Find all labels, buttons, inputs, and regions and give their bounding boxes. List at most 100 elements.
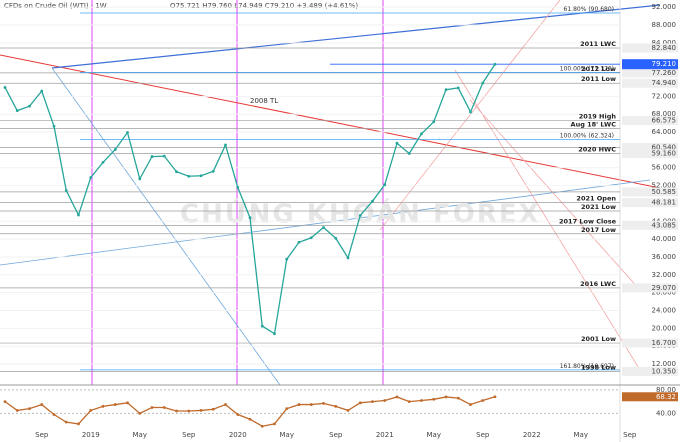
data-point: [383, 399, 387, 402]
data-point: [371, 199, 374, 203]
data-point: [162, 406, 166, 409]
level-label: 48.181: [652, 199, 677, 207]
data-point: [469, 403, 472, 406]
level-label: 10.350: [652, 367, 677, 375]
data-point: [64, 420, 68, 424]
level-name: Aug 18' LWC: [571, 120, 617, 128]
data-point: [199, 409, 203, 412]
level-label: 59.160: [652, 150, 677, 158]
data-point: [199, 174, 203, 178]
x-tick-label: Sep: [35, 431, 49, 439]
data-point: [260, 424, 264, 428]
data-point: [138, 177, 142, 181]
level-badge: [622, 43, 678, 53]
data-point: [248, 417, 252, 421]
data-point: [28, 407, 31, 411]
data-point: [456, 86, 460, 90]
y-tick-label: 20.000: [652, 324, 677, 332]
data-point: [40, 89, 44, 93]
y-tick-label: 56.000: [652, 164, 677, 172]
level-name: 2001 Low: [581, 335, 616, 343]
level-badge: [622, 366, 678, 376]
data-point: [236, 185, 240, 189]
y-tick-label: 64.000: [652, 128, 677, 136]
data-point: [150, 155, 154, 158]
level-label: 82.840: [652, 44, 677, 52]
data-point: [236, 413, 240, 416]
data-point: [15, 109, 19, 113]
level-label: 50.585: [652, 188, 677, 196]
data-point: [64, 189, 68, 192]
level-badge: [622, 220, 678, 230]
x-tick-label: 2019: [82, 431, 100, 439]
data-point: [432, 120, 436, 124]
data-point: [248, 216, 252, 220]
data-point: [224, 403, 227, 406]
data-point: [444, 88, 448, 92]
level-label: 77.260: [652, 69, 677, 77]
y-tick-label: 68.000: [652, 110, 677, 118]
x-tick-label: Sep: [182, 431, 196, 439]
data-point: [150, 406, 154, 409]
level-label: 43.085: [652, 221, 677, 229]
data-point: [113, 148, 117, 151]
x-tick-label: 2022: [523, 431, 541, 439]
x-tick-label: May: [133, 431, 147, 439]
chart-title: CFDs on Crude Oil (WTI) · 1W: [4, 2, 107, 10]
data-point: [101, 160, 105, 164]
data-point: [175, 170, 178, 174]
data-point: [407, 152, 411, 155]
fib-label: 61.80% (90.680): [564, 6, 614, 13]
rsi-value-label: 68.32: [656, 393, 676, 401]
data-point: [162, 154, 166, 158]
data-point: [3, 86, 7, 89]
level-badge: [622, 68, 678, 78]
data-point: [358, 401, 362, 405]
fib-label: 100.00% (62.324): [560, 133, 614, 140]
data-point: [15, 409, 19, 412]
last-price-badge: [622, 59, 678, 70]
level-badge: [622, 78, 678, 88]
level-name: 1998 Low: [581, 363, 616, 371]
last-price-label: 79.210: [652, 60, 677, 68]
x-tick-label: Sep: [623, 431, 637, 439]
data-point: [334, 404, 338, 408]
y-tick-label: 24.000: [652, 306, 677, 314]
x-tick-label: 2021: [376, 431, 394, 439]
data-point: [77, 422, 80, 426]
level-label: 66.575: [652, 117, 677, 125]
data-point: [358, 214, 362, 217]
level-name: 2020 HWC: [578, 146, 616, 154]
fib-label: 161.80% (10.697): [560, 363, 614, 370]
data-point: [346, 409, 350, 412]
y-tick-label: 12.000: [652, 360, 677, 368]
data-point: [175, 409, 178, 413]
rsi-tick-label: 40.00: [656, 409, 676, 417]
y-tick-label: 36.000: [652, 253, 677, 261]
data-point: [285, 257, 289, 261]
data-point: [89, 409, 93, 412]
data-point: [138, 411, 142, 415]
y-tick-label: 92.000: [652, 3, 677, 11]
x-tick-label: May: [427, 431, 441, 439]
data-point: [469, 110, 472, 114]
annotation: 2008 TL: [250, 97, 278, 105]
level-name: 2017 Low Close: [559, 217, 617, 225]
data-point: [113, 403, 117, 406]
x-tick-label: May: [574, 431, 588, 439]
level-badge: [622, 283, 678, 293]
level-badge: [622, 142, 678, 152]
data-point: [40, 403, 44, 406]
data-point: [493, 62, 497, 66]
y-tick-label: 88.000: [652, 21, 677, 29]
x-tick-label: 2020: [229, 431, 247, 439]
data-point: [77, 213, 80, 217]
data-point: [52, 413, 56, 416]
data-point: [456, 396, 460, 400]
y-tick-label: 84.000: [652, 39, 677, 47]
data-point: [334, 236, 338, 240]
data-point: [211, 169, 215, 173]
level-badge: [622, 198, 678, 208]
data-point: [187, 409, 191, 413]
